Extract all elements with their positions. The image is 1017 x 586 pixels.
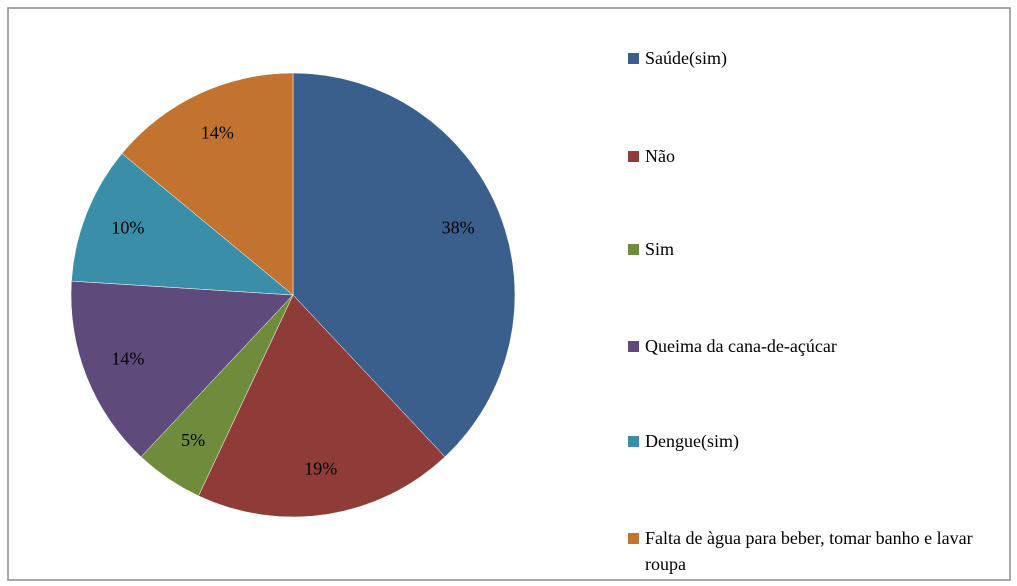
legend-swatch — [628, 436, 639, 447]
pie-slice — [71, 153, 294, 296]
legend-item: Sim — [628, 236, 1017, 262]
legend-label: Dengue(sim) — [645, 431, 739, 451]
legend-label: Queima da cana-de-açúcar — [645, 336, 837, 356]
pie-slice — [292, 72, 516, 458]
legend-label: Saúde(sim) — [645, 48, 727, 68]
legend-item: Não — [628, 143, 1017, 169]
legend-swatch — [628, 151, 639, 162]
legend-item: Queima da cana-de-açúcar — [628, 333, 1017, 359]
data-label: 19% — [304, 459, 337, 479]
data-label: 14% — [201, 122, 234, 142]
data-label: 10% — [111, 218, 144, 238]
legend-label: Não — [645, 146, 675, 166]
pie-slice — [121, 72, 294, 296]
data-label: 38% — [442, 218, 475, 238]
legend-swatch — [628, 53, 639, 64]
pie-slice — [198, 294, 446, 518]
legend-swatch — [628, 341, 639, 352]
legend-item: Falta de àgua para beber, tomar banho e … — [628, 525, 1017, 577]
data-label: 5% — [181, 430, 205, 450]
pie-slice — [70, 280, 294, 458]
legend-swatch — [628, 244, 639, 255]
legend-item: Saúde(sim) — [628, 45, 1017, 71]
legend-label: Falta de àgua para beber, tomar banho e … — [645, 528, 973, 574]
legend-item: Dengue(sim) — [628, 428, 1017, 454]
legend-label: Sim — [645, 239, 675, 259]
data-label: 14% — [111, 349, 144, 369]
legend-swatch — [628, 533, 639, 544]
